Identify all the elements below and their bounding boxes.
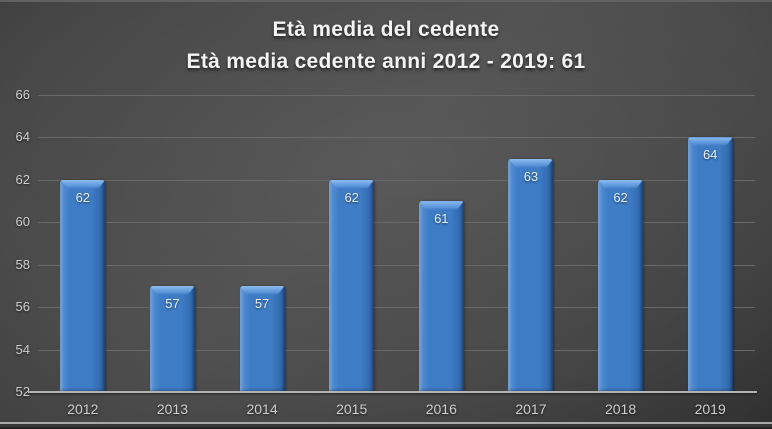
plot-area: 62 57 57 62 61 63 62 64 xyxy=(38,95,755,392)
y-tick-label-66: 66 xyxy=(15,87,30,102)
bar-value-label-2012: 62 xyxy=(75,189,91,205)
x-tick-label-2016: 2016 xyxy=(425,401,457,417)
x-tick-label-2014: 2014 xyxy=(246,401,278,417)
bar-value-label-2016: 61 xyxy=(434,211,449,227)
bar-value-label-2018: 62 xyxy=(613,189,628,205)
gridline-62 xyxy=(38,179,755,181)
x-axis-line xyxy=(28,391,757,393)
gridline-64 xyxy=(38,137,755,139)
bar-value-label-2015: 62 xyxy=(344,189,359,205)
gridline-54 xyxy=(38,349,755,351)
chart-title-line1: Età media del cedente xyxy=(272,18,500,41)
chart-title: Età media del cedente Età media cedente … xyxy=(0,14,772,78)
bar-2019: 64 xyxy=(687,137,733,392)
slide-bottom-edge xyxy=(0,422,772,429)
y-tick-label-64: 64 xyxy=(15,129,30,145)
gridline-66 xyxy=(38,95,755,96)
x-tick-label-2017: 2017 xyxy=(515,401,547,417)
chart-title-line2: Età media cedente anni 2012 - 2019: 61 xyxy=(186,50,586,73)
bar-2013: 57 xyxy=(149,285,195,392)
y-tick-label-58: 58 xyxy=(15,256,30,272)
bar-2017: 63 xyxy=(508,158,554,392)
gridline-56 xyxy=(38,307,755,309)
y-tick-label-54: 54 xyxy=(15,341,30,357)
x-tick-label-2019: 2019 xyxy=(694,401,726,417)
gridline-58 xyxy=(38,264,755,266)
x-tick-label-2018: 2018 xyxy=(604,401,637,417)
y-tick-label-62: 62 xyxy=(15,171,30,187)
bar-2014: 57 xyxy=(239,285,285,392)
y-tick-label-56: 56 xyxy=(15,299,30,315)
bar-value-label-2019: 64 xyxy=(702,147,718,163)
bar-value-label-2014: 57 xyxy=(254,295,270,311)
bar-2015: 62 xyxy=(329,179,375,392)
bar-2016: 61 xyxy=(418,201,464,392)
bar-2012: 62 xyxy=(60,179,106,392)
gridline-60 xyxy=(38,222,755,224)
bar-2018: 62 xyxy=(598,179,644,392)
y-tick-label-52: 52 xyxy=(15,384,30,399)
bar-value-label-2017: 63 xyxy=(523,168,539,184)
x-tick-label-2012: 2012 xyxy=(67,401,99,417)
bar-value-label-2013: 57 xyxy=(165,295,180,311)
x-tick-label-2013: 2013 xyxy=(156,401,189,417)
x-tick-label-2015: 2015 xyxy=(336,401,368,417)
y-tick-label-60: 60 xyxy=(15,214,30,230)
